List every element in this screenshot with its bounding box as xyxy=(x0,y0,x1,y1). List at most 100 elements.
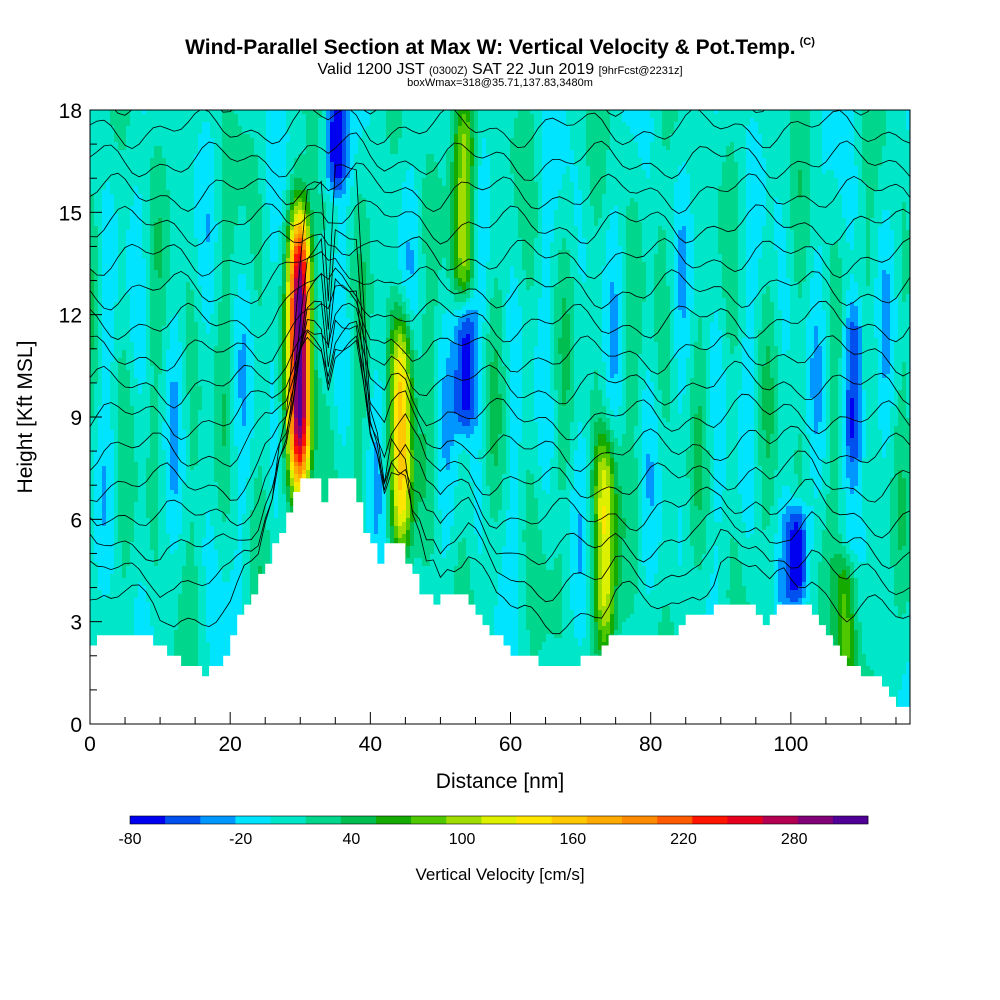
velocity-cell xyxy=(166,198,171,203)
velocity-cell xyxy=(106,526,111,531)
velocity-cell xyxy=(198,634,203,639)
velocity-cell xyxy=(114,590,119,595)
velocity-cell xyxy=(170,254,175,259)
velocity-cell xyxy=(138,250,143,255)
velocity-cell xyxy=(118,358,123,363)
velocity-cell xyxy=(98,290,103,295)
velocity-cell xyxy=(198,110,203,115)
velocity-cell xyxy=(106,334,111,339)
velocity-cell xyxy=(162,498,167,503)
velocity-cell xyxy=(178,362,183,367)
velocity-cell xyxy=(98,446,103,451)
velocity-cell xyxy=(118,402,123,407)
velocity-cell xyxy=(154,622,159,627)
velocity-cell xyxy=(194,634,199,639)
velocity-cell xyxy=(118,186,123,191)
velocity-cell xyxy=(126,546,131,551)
velocity-cell xyxy=(130,318,135,323)
velocity-cell xyxy=(214,546,219,551)
velocity-cell xyxy=(134,450,139,455)
velocity-cell xyxy=(150,558,155,563)
velocity-cell xyxy=(150,110,155,115)
velocity-cell xyxy=(130,266,135,271)
velocity-cell xyxy=(118,386,123,391)
velocity-cell xyxy=(154,542,159,547)
velocity-cell xyxy=(102,154,107,159)
velocity-cell xyxy=(178,122,183,127)
velocity-cell xyxy=(122,158,127,163)
velocity-cell xyxy=(154,286,159,291)
velocity-cell xyxy=(206,394,211,399)
velocity-cell xyxy=(94,214,99,219)
velocity-cell xyxy=(178,386,183,391)
velocity-cell xyxy=(186,182,191,187)
velocity-cell xyxy=(126,238,131,243)
velocity-cell xyxy=(122,122,127,127)
velocity-cell xyxy=(194,358,199,363)
velocity-cell xyxy=(202,606,207,611)
velocity-cell xyxy=(146,310,151,315)
velocity-cell xyxy=(154,642,159,647)
velocity-cell xyxy=(94,322,99,327)
velocity-cell xyxy=(210,146,215,151)
velocity-cell xyxy=(118,470,123,475)
velocity-cell xyxy=(90,554,95,559)
velocity-cell xyxy=(202,594,207,599)
velocity-cell xyxy=(218,166,223,171)
velocity-cell xyxy=(90,538,95,543)
velocity-cell xyxy=(130,502,135,507)
velocity-cell xyxy=(106,494,111,499)
velocity-cell xyxy=(142,214,147,219)
velocity-cell xyxy=(110,386,115,391)
velocity-cell xyxy=(138,366,143,371)
velocity-cell xyxy=(166,298,171,303)
velocity-cell xyxy=(114,342,119,347)
velocity-cell xyxy=(134,630,139,635)
velocity-cell xyxy=(190,210,195,215)
velocity-cell xyxy=(190,550,195,555)
velocity-cell xyxy=(202,246,207,251)
velocity-cell xyxy=(166,126,171,131)
velocity-cell xyxy=(206,222,211,227)
velocity-cell xyxy=(174,606,179,611)
velocity-cell xyxy=(110,630,115,635)
velocity-cell xyxy=(98,598,103,603)
velocity-cell xyxy=(194,222,199,227)
velocity-cell xyxy=(146,542,151,547)
velocity-cell xyxy=(110,366,115,371)
velocity-cell xyxy=(182,226,187,231)
velocity-cell xyxy=(166,502,171,507)
velocity-cell xyxy=(194,538,199,543)
velocity-cell xyxy=(166,414,171,419)
velocity-cell xyxy=(134,566,139,571)
velocity-cell xyxy=(130,386,135,391)
velocity-cell xyxy=(154,518,159,523)
velocity-cell xyxy=(206,510,211,515)
velocity-cell xyxy=(190,518,195,523)
velocity-cell xyxy=(198,150,203,155)
velocity-cell xyxy=(118,178,123,183)
velocity-cell xyxy=(142,498,147,503)
velocity-cell xyxy=(210,570,215,575)
velocity-cell xyxy=(138,390,143,395)
velocity-cell xyxy=(194,218,199,223)
velocity-cell xyxy=(154,530,159,535)
velocity-cell xyxy=(210,398,215,403)
velocity-cell xyxy=(146,482,151,487)
velocity-cell xyxy=(210,374,215,379)
velocity-cell xyxy=(178,138,183,143)
velocity-cell xyxy=(90,582,95,587)
velocity-cell xyxy=(150,366,155,371)
velocity-cell xyxy=(106,562,111,567)
velocity-cell xyxy=(122,510,127,515)
velocity-cell xyxy=(150,566,155,571)
velocity-cell xyxy=(130,226,135,231)
velocity-cell xyxy=(106,506,111,511)
velocity-cell xyxy=(182,498,187,503)
velocity-cell xyxy=(134,546,139,551)
velocity-cell xyxy=(154,526,159,531)
velocity-cell xyxy=(186,602,191,607)
velocity-cell xyxy=(198,530,203,535)
velocity-cell xyxy=(166,118,171,123)
